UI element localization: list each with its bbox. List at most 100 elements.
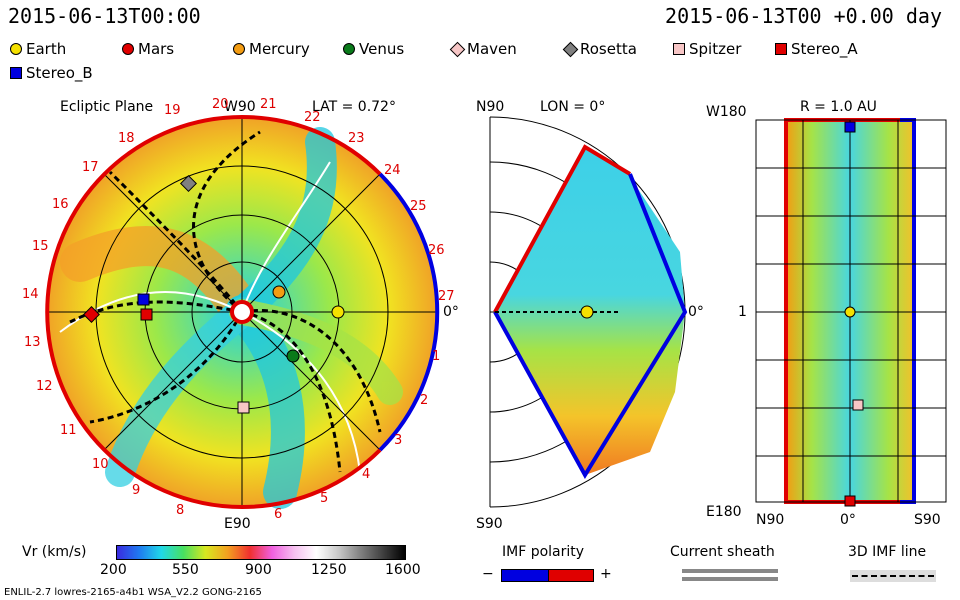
radial-axis-0: 0° xyxy=(840,512,856,528)
earth-marker-meridional[interactable] xyxy=(580,305,594,319)
rosetta-marker[interactable] xyxy=(180,175,197,192)
legend-item-mercury: Mercury xyxy=(233,40,310,58)
colorbar-tick-1600: 1600 xyxy=(385,562,421,578)
imf-negative-swatch xyxy=(501,569,549,582)
venus-marker[interactable] xyxy=(286,349,300,363)
imf3d-title: 3D IMF line xyxy=(848,544,927,560)
legend-item-earth: Earth xyxy=(10,40,66,58)
diamond-icon xyxy=(562,41,579,57)
carrington-number: 6 xyxy=(274,507,282,522)
legend-item-rosetta: Rosetta xyxy=(562,40,637,58)
carrington-number: 9 xyxy=(132,483,140,498)
meridional-lon: LON = 0° xyxy=(540,99,605,115)
carrington-number: 12 xyxy=(36,379,53,394)
imf-polarity-title: IMF polarity xyxy=(502,544,585,560)
legend-label: Earth xyxy=(26,40,67,58)
stereo-b-marker[interactable] xyxy=(137,293,150,306)
legend-item-stereo-b: Stereo_B xyxy=(10,64,93,82)
legend-label: Maven xyxy=(467,40,517,58)
meridional-top-label: N90 xyxy=(476,99,504,115)
colorbar xyxy=(116,545,406,560)
carrington-number: 14 xyxy=(22,287,39,302)
meridional-boundary-south xyxy=(493,173,688,479)
carrington-number: 4 xyxy=(362,467,370,482)
earth-marker-radial[interactable] xyxy=(844,306,856,318)
ecliptic-bottom-label: E90 xyxy=(224,516,251,532)
legend-item-maven: Maven xyxy=(449,40,517,58)
header-time-right: 2015-06-13T00 +0.00 day xyxy=(665,4,942,28)
colorbar-tick-900: 900 xyxy=(245,562,272,578)
footer-model-info: ENLIL-2.7 lowres-2165-a4b1 WSA_V2.2 GONG… xyxy=(4,587,262,598)
legend-label: Spitzer xyxy=(689,40,742,58)
carrington-number: 2 xyxy=(420,393,428,408)
square-icon xyxy=(10,67,22,79)
radial-axis-n90: N90 xyxy=(756,512,784,528)
carrington-number: 11 xyxy=(60,423,77,438)
radial-grid xyxy=(755,119,947,503)
mercury-marker[interactable] xyxy=(272,285,286,299)
legend-item-spitzer: Spitzer xyxy=(673,40,741,58)
carrington-number: 10 xyxy=(92,457,109,472)
carrington-number: 22 xyxy=(304,110,321,125)
carrington-number: 21 xyxy=(260,97,277,112)
current-sheath-title: Current sheath xyxy=(670,544,775,560)
carrington-number: 5 xyxy=(320,491,328,506)
circle-icon xyxy=(343,43,355,55)
mars-marker[interactable] xyxy=(83,306,100,323)
legend-item-stereo-a: Stereo_A xyxy=(775,40,858,58)
meridional-bottom-label: S90 xyxy=(476,516,503,532)
earth-marker[interactable] xyxy=(331,305,345,319)
carrington-number: 1 xyxy=(432,349,440,364)
carrington-number: 27 xyxy=(438,289,455,304)
carrington-number: 25 xyxy=(410,199,427,214)
carrington-number: 23 xyxy=(348,131,365,146)
stereo-a-marker[interactable] xyxy=(140,308,153,321)
carrington-number: 20 xyxy=(212,97,229,112)
current-sheath-line-1 xyxy=(682,569,778,573)
square-icon xyxy=(775,43,787,55)
ecliptic-top-label: W90 xyxy=(224,99,256,115)
sun-icon xyxy=(230,300,254,324)
carrington-number: 19 xyxy=(164,103,181,118)
carrington-number: 3 xyxy=(394,433,402,448)
colorbar-tick-200: 200 xyxy=(100,562,127,578)
legend-label: Mars xyxy=(138,40,175,58)
meridional-right-label: 0° xyxy=(688,304,704,320)
carrington-number: 24 xyxy=(384,163,401,178)
carrington-number: 13 xyxy=(24,335,41,350)
legend-label: Stereo_B xyxy=(26,64,93,82)
header-time-left: 2015-06-13T00:00 xyxy=(8,4,201,28)
circle-icon xyxy=(122,43,134,55)
current-sheath-line-2 xyxy=(682,577,778,581)
circle-icon xyxy=(233,43,245,55)
square-icon xyxy=(673,43,685,55)
spitzer-marker[interactable] xyxy=(237,401,250,414)
ecliptic-lat: LAT = 0.72° xyxy=(312,99,396,115)
carrington-number: 16 xyxy=(52,197,69,212)
spitzer-marker-radial[interactable] xyxy=(852,399,864,411)
polarity-ring-positive xyxy=(45,115,382,509)
meridional-panel: N90 LON = 0° S90 0° xyxy=(476,99,704,532)
ecliptic-title: Ecliptic Plane xyxy=(60,99,153,115)
legend-label: Venus xyxy=(359,40,405,58)
imf-minus: − xyxy=(482,566,494,582)
radial-title: R = 1.0 AU xyxy=(800,99,877,115)
imf3d-dashed-line xyxy=(852,575,934,577)
imf-plus: + xyxy=(600,566,612,582)
stereo-b-marker-radial[interactable] xyxy=(844,121,856,133)
carrington-number: 17 xyxy=(82,160,99,175)
legend-label: Rosetta xyxy=(580,40,637,58)
meridional-boundary-north xyxy=(493,144,632,313)
stereo-a-marker-radial[interactable] xyxy=(844,495,856,507)
carrington-number: 15 xyxy=(32,239,49,254)
legend-item-venus: Venus xyxy=(343,40,404,58)
ecliptic-plane-panel: Ecliptic Plane LAT = 0.72° W90 E90 0° 19… xyxy=(22,97,459,532)
carrington-number: 18 xyxy=(118,131,135,146)
radial-bottom-left: E180 xyxy=(706,504,742,520)
carrington-number: 26 xyxy=(428,243,445,258)
ecliptic-right-label: 0° xyxy=(443,304,459,320)
radial-axis-s90: S90 xyxy=(914,512,941,528)
polarity-ring-negative xyxy=(378,172,440,452)
legend-label: Stereo_A xyxy=(791,40,858,58)
